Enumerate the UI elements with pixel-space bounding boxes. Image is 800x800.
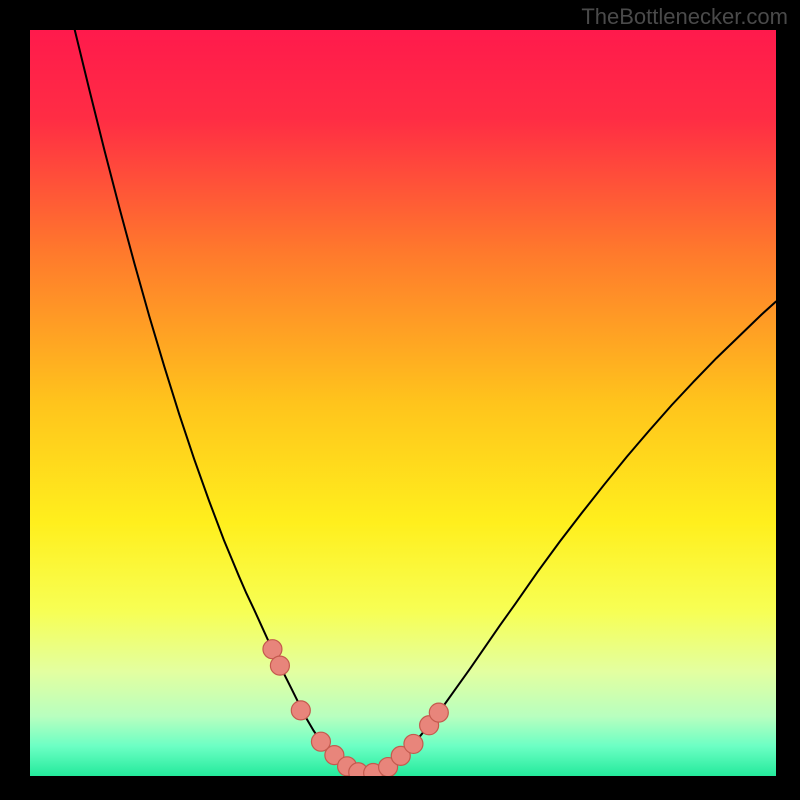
data-marker xyxy=(404,734,423,753)
data-marker xyxy=(291,701,310,720)
chart-svg xyxy=(30,30,776,776)
data-marker xyxy=(270,656,289,675)
watermark-text: TheBottlenecker.com xyxy=(581,4,788,30)
data-marker xyxy=(429,703,448,722)
plot-area xyxy=(30,30,776,776)
gradient-background xyxy=(30,30,776,776)
